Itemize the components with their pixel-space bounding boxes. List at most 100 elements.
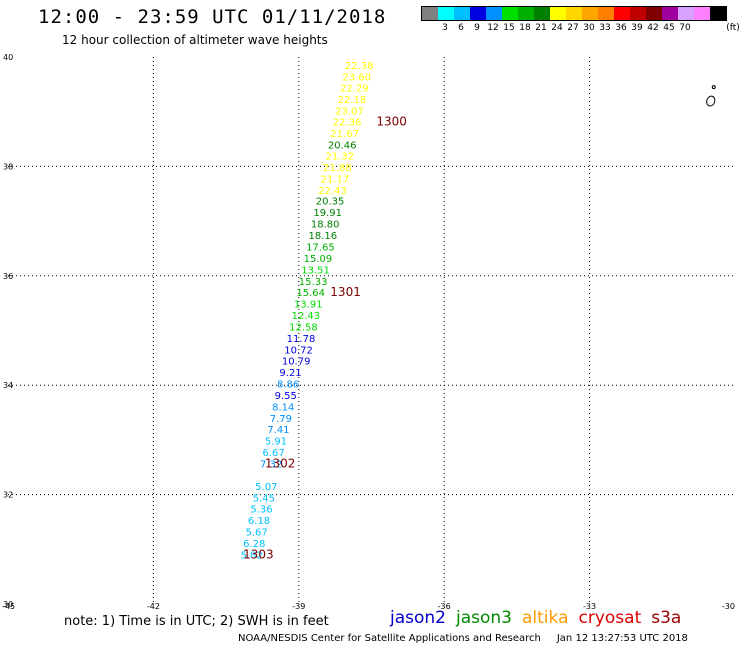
island-marker [706,85,716,107]
wave-height-point: 11.78 [287,334,316,345]
legend-label: 33 [599,23,611,33]
legend-swatches [421,6,727,21]
wave-height-point: 5.45 [253,494,275,505]
wave-height-point: 23.07 [335,106,364,117]
wave-height-point: 13.91 [294,300,323,311]
legend-label: 12 [487,23,499,33]
wave-height-point: 12.58 [289,323,318,334]
wave-height-point: 23.60 [342,73,371,84]
legend-swatch [678,7,694,20]
wave-height-point: 6.18 [248,516,270,527]
wave-height-point: 6.67 [262,448,284,459]
pass-number-label: 1300 [376,114,407,128]
page-title: 12:00 - 23:59 UTC 01/11/2018 [38,6,387,28]
satellite-name: cryosat [578,608,642,628]
axis-labels: 30 32 34 36 38 40 -45 -42 -39 -36 -33 -30 [2,53,735,611]
legend-label: 70 [679,23,691,33]
legend-swatch [582,7,598,20]
legend-label: 39 [631,23,643,33]
island-shape [706,95,716,107]
wave-height-point: 5.82 [241,551,263,562]
wave-height-point: 9.21 [279,368,301,379]
wave-height-point: 17.65 [306,243,335,254]
legend-label: 18 [519,23,531,33]
legend-label: 27 [567,23,579,33]
footer-note: note: 1) Time is in UTC; 2) SWH is in fe… [64,614,329,629]
pass-number-label: 1301 [330,285,361,299]
x-tick-label: -45 [2,602,15,611]
legend-label: 3 [442,23,448,33]
wave-height-point: 6.28 [243,539,265,550]
pass-number-label: 1303 [243,548,274,562]
legend-swatch [422,7,438,20]
x-tick-label: -42 [147,602,160,611]
legend-swatch [502,7,518,20]
legend-swatch [534,7,550,20]
y-tick-label: 34 [3,381,13,390]
y-tick-label: 32 [3,491,13,500]
legend-label: 30 [583,23,595,33]
wave-height-point: 20.35 [316,197,345,208]
x-tick-label: -36 [438,602,451,611]
legend-label: 21 [535,23,547,33]
wave-height-point: 21.88 [323,163,352,174]
wave-height-point: 19.91 [313,208,342,219]
legend-swatch [470,7,486,20]
x-tick-label: -30 [722,602,735,611]
legend-labels: 3 6 9 12 15 18 21 24 27 30 33 36 39 42 45 70 (ft) [421,21,740,33]
legend-swatch [646,7,662,20]
legend-label: 36 [615,23,627,33]
legend-label: 24 [551,23,563,33]
generated-timestamp: Jan 12 13:27:53 UTC 2018 [556,633,688,644]
legend-swatch [630,7,646,20]
legend-swatch [438,7,454,20]
wave-height-point: 7.32 [260,459,282,470]
wave-height-point: 5.36 [250,505,272,516]
wave-height-point: 10.72 [284,345,313,356]
legend-swatch [710,7,726,20]
island-dot [711,85,716,90]
page-subtitle: 12 hour collection of altimeter wave hei… [62,33,328,47]
satellite-name: altika [522,608,569,628]
legend-swatch [662,7,678,20]
legend-swatch [614,7,630,20]
wave-height-point: 15.33 [299,277,328,288]
wave-height-point: 15.09 [304,254,333,265]
wave-height-point: 22.36 [333,117,362,128]
wave-height-point: 22.38 [345,61,374,72]
legend-label: 6 [458,23,464,33]
x-tick-label: -33 [583,602,596,611]
legend-swatch [694,7,710,20]
legend-swatch [518,7,534,20]
wave-height-labels: 22.3823.6022.2922.1823.0722.3621.6720.46… [241,61,374,562]
satellite-name: jason2 [390,608,446,628]
wave-height-point: 21.67 [330,129,359,140]
wave-height-point: 9.55 [275,391,297,402]
wave-height-point: 18.80 [311,220,340,231]
legend-label: 9 [474,23,480,33]
legend-label: 42 [647,23,659,33]
satellite-key: jason2 jason3 altika cryosat s3a [390,608,691,628]
wave-height-point: 5.67 [245,528,267,539]
wave-height-point: 18.16 [308,231,337,242]
wave-height-point: 8.14 [272,402,294,413]
wave-height-point: 22.29 [340,83,369,94]
legend-swatch [454,7,470,20]
wave-height-point: 7.41 [267,425,289,436]
wave-height-point: 7.79 [270,414,292,425]
credit-text: NOAA/NESDIS Center for Satellite Applica… [238,633,541,644]
y-tick-label: 38 [3,162,13,171]
y-tick-label: 36 [3,272,13,281]
legend-label: 45 [663,23,675,33]
wave-height-point: 20.46 [328,140,357,151]
legend-label: 15 [503,23,515,33]
wave-height-point: 5.07 [255,482,277,493]
wave-height-point: 22.18 [338,95,367,106]
wave-height-point: 15.64 [296,288,325,299]
credit-line: NOAA/NESDIS Center for Satellite Applica… [238,633,688,644]
y-tick-label: 30 [3,600,13,609]
x-tick-label: -39 [292,602,305,611]
y-tick-label: 40 [3,53,13,62]
wave-height-point: 10.79 [282,356,311,367]
legend-swatch [486,7,502,20]
